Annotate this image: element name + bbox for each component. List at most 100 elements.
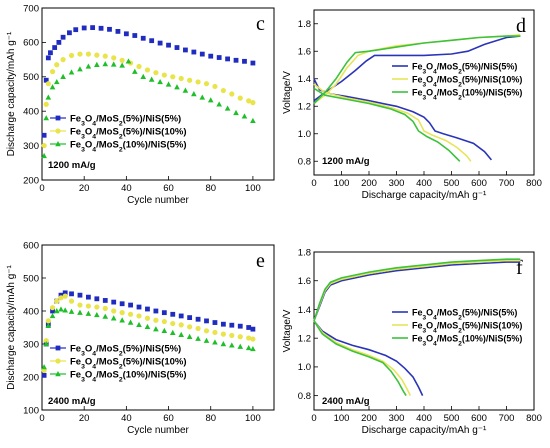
data-point (119, 57, 125, 63)
data-point (45, 81, 51, 87)
data-point (237, 95, 243, 101)
data-point (58, 295, 64, 301)
legend-label: Fe3O4/MoS2(5%)/NiS(5%) (412, 308, 517, 322)
y-tick-label: 300 (23, 339, 39, 350)
panel-letter: e (256, 250, 265, 272)
data-point (187, 315, 193, 320)
plot-frame (41, 7, 275, 181)
series-line (313, 258, 521, 322)
legend-marker (55, 358, 61, 364)
data-point (246, 325, 252, 330)
x-axis-label: Cycle number (127, 425, 189, 436)
rate-annotation: 1200 mA/g (48, 160, 96, 171)
data-point (67, 30, 72, 36)
data-point (127, 311, 134, 317)
data-point (250, 100, 256, 106)
data-point (50, 308, 55, 314)
data-point (49, 69, 56, 75)
x-tick-label: 700 (499, 413, 515, 424)
series-3 (41, 306, 256, 370)
x-tick-label: 80 (205, 413, 216, 424)
data-point (161, 310, 167, 316)
data-point (157, 40, 163, 46)
data-point (237, 323, 243, 329)
data-point (41, 143, 47, 149)
data-point (241, 113, 248, 119)
y-tick-label: 1.8 (298, 19, 311, 30)
x-tick-label: 300 (389, 178, 405, 189)
series-line (313, 87, 461, 162)
data-point (111, 299, 117, 305)
data-point (52, 45, 58, 50)
data-point (245, 344, 252, 351)
data-point (107, 26, 112, 32)
panel-letter: c (256, 13, 265, 35)
data-point (58, 306, 64, 312)
x-tick-label: 400 (416, 178, 432, 189)
chart-panel-f: 0 100 200 300 400 500 600 700 800 0.8 1.0 1.2 1.4 1.6… (282, 247, 542, 436)
data-point (246, 98, 252, 104)
y-tick-label: 1.0 (298, 129, 311, 140)
data-point (140, 73, 147, 79)
data-point (166, 42, 171, 48)
data-point (119, 317, 125, 323)
data-point (60, 34, 66, 40)
legend: Fe3O4/MoS2(5%)/NiS(5%)Fe3O4/MoS2(5%)/NiS… (392, 62, 522, 102)
data-point (136, 313, 142, 319)
series-2 (41, 293, 256, 373)
data-point (43, 338, 49, 344)
data-point (62, 290, 68, 296)
y-tick-label: 500 (23, 273, 39, 284)
data-point (94, 311, 100, 318)
legend: Fe3O4/MoS2(5%)/NiS(5%)Fe3O4/MoS2(5%)/NiS… (392, 308, 522, 347)
x-tick-label: 100 (334, 178, 350, 189)
legend-label: Fe3O4/MoS2(10%)/NiS(5%) (412, 88, 522, 102)
y-tick-label: 400 (23, 107, 39, 118)
y-tick-label: 500 (23, 72, 39, 83)
data-point (144, 315, 151, 321)
x-tick-label: 100 (245, 413, 261, 424)
data-point (68, 298, 75, 304)
data-point (132, 68, 138, 74)
data-point (220, 331, 226, 337)
series-3 (313, 35, 521, 162)
y-tick-label: 1.0 (298, 362, 311, 373)
data-point (195, 79, 201, 85)
data-point (85, 63, 92, 69)
data-point (207, 97, 214, 103)
data-point (102, 313, 109, 319)
y-tick-label: 1.4 (298, 74, 311, 85)
data-point (250, 336, 256, 342)
data-point (77, 51, 83, 57)
rate-annotation: 2400 mA/g (48, 396, 96, 407)
chart-panel-d: 0 100 200 300 400 500 600 700 800 0.8 1.0 1.2 1.4 1.6… (282, 9, 542, 201)
series-2 (41, 51, 256, 149)
data-point (182, 87, 189, 93)
data-point (77, 66, 83, 72)
data-point (127, 319, 134, 325)
x-tick-label: 800 (526, 178, 542, 189)
data-point (178, 322, 184, 328)
y-tick-label: 0.8 (298, 157, 311, 168)
y-tick-label: 400 (23, 306, 39, 317)
data-point (85, 51, 91, 57)
data-point (62, 293, 68, 299)
x-tick-label: 0 (311, 178, 316, 189)
data-point (48, 50, 53, 56)
data-point (153, 308, 159, 314)
data-point (136, 321, 142, 328)
data-point (229, 322, 235, 328)
series-3 (313, 258, 521, 397)
data-point (77, 292, 83, 298)
data-point (149, 38, 155, 44)
data-point (229, 91, 235, 97)
series-line (313, 320, 407, 397)
data-point (191, 91, 197, 97)
data-point (41, 372, 47, 378)
x-axis-label: Discharge capacity/mAh g⁻¹ (362, 190, 487, 201)
y-axis-label: Voltage/V (282, 71, 293, 114)
legend-label: Fe3O4/MoS2(5%)/NiS(10%) (412, 75, 522, 89)
data-point (212, 329, 218, 336)
data-point (199, 51, 205, 57)
y-tick-label: 300 (23, 141, 39, 152)
